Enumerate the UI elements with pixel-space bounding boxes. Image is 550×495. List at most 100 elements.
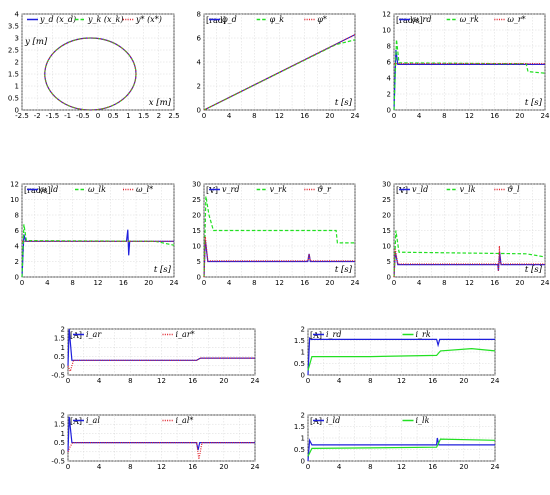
y-tick-label: 0.5 <box>54 439 65 447</box>
x-tick-label: 16 <box>428 463 437 471</box>
y-tick-label: 10 <box>382 243 391 251</box>
y-unit-label: [A] <box>310 417 322 426</box>
x-tick-label: 20 <box>325 112 334 120</box>
series-line <box>393 245 545 278</box>
series-line <box>307 347 496 371</box>
y-tick-label: 0 <box>197 107 201 115</box>
chart-ird: 0 4 8 12 16 20 24 0 0.5 1 1.5 2 [A] i_rd i_rk <box>294 326 500 386</box>
y-tick-label: 0 <box>15 274 19 282</box>
x-tick-label: 2.5 <box>168 112 179 120</box>
x-tick-label: -1 <box>64 112 71 120</box>
y-unit-label: [V] <box>396 186 408 195</box>
x-tick-label: 24 <box>541 112 550 120</box>
y-tick-label: 2.5 <box>8 47 19 55</box>
y-tick-label: 6 <box>387 59 392 67</box>
y-tick-label: 12 <box>382 11 391 19</box>
x-tick-label: 8 <box>128 463 132 471</box>
x-tick-label: 8 <box>70 279 74 287</box>
x-tick-label: -2 <box>34 112 41 120</box>
y-tick-label: 0 <box>301 372 305 380</box>
legend-entry: y_k (x_k) <box>87 15 124 24</box>
series-line <box>307 336 495 376</box>
x-tick-label: 24 <box>491 377 500 385</box>
legend-entry: ω_r* <box>507 15 525 24</box>
x-tick-label: 0 <box>306 463 310 471</box>
x-tick-label: 0 <box>392 279 396 287</box>
series-line <box>67 357 255 374</box>
legend-entry: i_lk <box>416 416 430 425</box>
x-tick-label: 16 <box>490 279 499 287</box>
x-tick-label: 20 <box>459 377 468 385</box>
chart-xy: -2.5 -2 -1.5 -1 -0.5 0 0.5 1 1.5 2 2.5 0 0.5 1 1.5 2 2.5… <box>8 11 180 121</box>
y-tick-label: 3.5 <box>8 23 19 31</box>
y-axis-label: y [m] <box>24 37 48 47</box>
x-tick-label: 24 <box>251 463 260 471</box>
x-tick-label: 4 <box>337 377 342 385</box>
series-line <box>67 442 255 460</box>
x-tick-label: 0 <box>66 463 70 471</box>
series-line <box>203 39 356 111</box>
y-tick-label: -0.5 <box>51 458 65 466</box>
legend-entry: v_rk <box>270 185 287 194</box>
x-tick-label: 24 <box>491 463 500 471</box>
x-tick-label: 0 <box>66 377 70 385</box>
x-tick-label: 1.5 <box>138 112 149 120</box>
x-tick-label: 8 <box>128 377 132 385</box>
y-tick-label: 3 <box>15 35 19 43</box>
x-tick-label: 12 <box>465 279 474 287</box>
x-tick-label: 0.5 <box>108 112 119 120</box>
legend-entry: ϑ_r <box>317 185 332 194</box>
x-tick-label: 2 <box>157 112 161 120</box>
legend-entry: φ_d <box>222 15 237 24</box>
x-tick-label: 0 <box>20 279 24 287</box>
x-axis-label: t [s] <box>335 98 353 108</box>
y-tick-label: 10 <box>10 196 19 204</box>
x-tick-label: 16 <box>490 112 499 120</box>
x-tick-label: 0 <box>96 112 100 120</box>
y-tick-label: 2 <box>61 412 65 420</box>
y-tick-label: 1 <box>61 430 65 438</box>
chart-iar: 0 4 8 12 16 20 24-0.500.511.52[A] i_ar i_ar* <box>51 326 260 386</box>
x-tick-label: 12 <box>397 463 406 471</box>
y-tick-label: 5 <box>197 258 201 266</box>
y-tick-label: -0.5 <box>51 372 65 380</box>
legend-entry: y* (x*) <box>135 15 162 24</box>
x-tick-label: 0 <box>202 279 206 287</box>
y-tick-label: 10 <box>382 27 391 35</box>
x-tick-label: 24 <box>541 279 550 287</box>
y-tick-label: 2 <box>15 258 19 266</box>
x-tick-label: 4 <box>417 279 422 287</box>
legend-entry: i_ld <box>326 416 340 425</box>
chart-ild: 0 4 8 12 16 20 24 0 0.5 1 1.5 2 [A] i_ld i_lk <box>294 412 500 472</box>
x-tick-label: 4 <box>227 112 232 120</box>
y-tick-label: 1 <box>301 349 305 357</box>
y-tick-label: 2 <box>387 91 391 99</box>
x-tick-label: 16 <box>119 279 128 287</box>
y-tick-label: 25 <box>382 196 391 204</box>
y-tick-label: 2 <box>15 59 19 67</box>
x-tick-label: 20 <box>219 463 228 471</box>
series-line <box>393 230 546 278</box>
legend-entry: v_rd <box>222 185 239 194</box>
y-tick-label: 8 <box>15 212 19 220</box>
x-tick-label: 20 <box>515 112 524 120</box>
x-tick-label: 24 <box>351 112 360 120</box>
x-tick-label: -2.5 <box>15 112 29 120</box>
x-axis-label: t [s] <box>154 265 172 275</box>
y-tick-label: 4 <box>15 243 20 251</box>
legend-entry: ω_lk <box>88 185 106 194</box>
y-tick-label: 20 <box>192 212 201 220</box>
x-tick-label: -0.5 <box>76 112 90 120</box>
series-line <box>67 328 255 366</box>
y-tick-label: 1.5 <box>294 337 305 345</box>
x-tick-label: 8 <box>442 279 446 287</box>
y-tick-label: 25 <box>192 196 201 204</box>
y-tick-label: 0 <box>301 458 305 466</box>
x-tick-label: 20 <box>459 463 468 471</box>
y-tick-label: 1 <box>15 83 19 91</box>
x-tick-label: 20 <box>219 377 228 385</box>
x-tick-label: 4 <box>45 279 50 287</box>
x-tick-label: 12 <box>94 279 103 287</box>
x-tick-label: 0 <box>306 377 310 385</box>
